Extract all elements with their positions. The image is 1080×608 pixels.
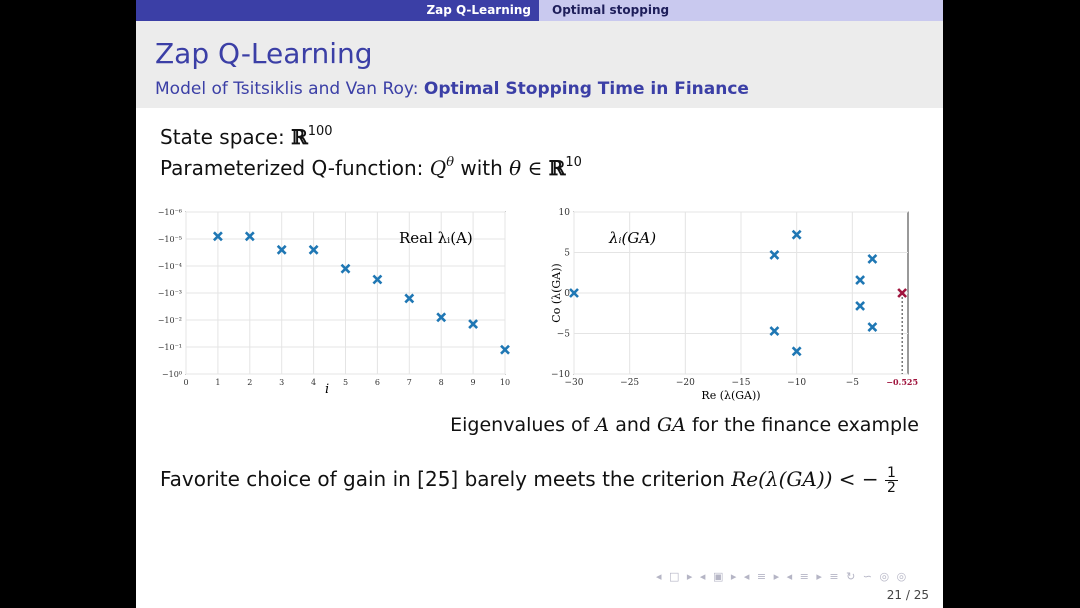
chart-a-xtick-label: 2	[247, 378, 252, 387]
one-half-fraction: 1 2	[885, 466, 898, 495]
param-with-word: with	[460, 156, 503, 180]
chart-ga-ytick-label: 10	[559, 208, 571, 218]
chart-ga-ytick-label: 0	[564, 289, 570, 299]
chart-a-xtick-label: 5	[343, 378, 348, 387]
subtitle-prefix: Model of Tsitsiklis and Van Roy:	[155, 79, 419, 99]
chart-a-point	[500, 344, 510, 355]
chart-a-xtick-label: 6	[375, 378, 380, 387]
chart-a-point	[372, 274, 383, 285]
chart-ga-ylabel: Co (λ(GA))	[550, 263, 563, 322]
chart-ga-point	[769, 250, 780, 260]
chart-ga-xtick-label: −20	[676, 378, 695, 388]
chart-ga-ytick-label: 5	[564, 249, 570, 259]
state-space-set: ℝ	[291, 125, 308, 149]
figure-caption: Eigenvalues of A and GA for the finance …	[450, 414, 919, 436]
param-q-symbol: Q	[429, 156, 447, 180]
state-space-line: State space: ℝ100	[160, 124, 333, 149]
param-theta: θ ∈	[509, 156, 543, 180]
chart-ga-point	[791, 346, 802, 357]
gain-criterion-line: Favorite choice of gain in [25] barely m…	[160, 466, 898, 495]
chart-ga-highlight-point	[897, 288, 908, 298]
chart-a-xtick-label: 0	[183, 378, 188, 387]
chart-a-point	[468, 319, 479, 329]
parameterized-q-line: Parameterized Q-function: Qθ with θ ∈ ℝ1…	[160, 155, 582, 180]
state-space-label: State space:	[160, 125, 285, 149]
chart-ga-xtick-label: −30	[565, 378, 584, 388]
chart-ga-point	[855, 275, 866, 285]
chart-ga-point	[867, 254, 878, 264]
chart-a-point	[276, 244, 287, 255]
caption-and: and	[615, 414, 651, 436]
navigation-bar: Zap Q-Learning Optimal stopping	[136, 0, 943, 21]
chart-a-xtick-label: 1	[215, 378, 220, 387]
chart-ga-point	[791, 229, 802, 240]
chart-ga-point	[769, 326, 780, 336]
slide: Zap Q-Learning Optimal stopping Zap Q-Le…	[136, 0, 943, 608]
caption-ga: GA	[657, 414, 686, 436]
subtitle-emphasis: Optimal Stopping Time in Finance	[423, 79, 749, 99]
nav-subsection-optimal-stopping[interactable]: Optimal stopping	[552, 3, 670, 17]
chart-a-legend: Real λᵢ(A)	[399, 229, 473, 247]
chart-ga-xlabel: Re (λ(GA))	[701, 389, 760, 402]
chart-ga-xtick-label: −10	[787, 378, 806, 388]
chart-ga-point	[855, 301, 866, 311]
chart-ga-highlight-label: −0.525	[886, 377, 918, 387]
chart-a-xtick-label: 4	[311, 378, 316, 387]
nav-section-zap-q-learning[interactable]: Zap Q-Learning	[426, 3, 531, 17]
gain-criterion-expression: Re(λ(GA)) < −	[731, 467, 879, 491]
state-space-dimension: 100	[307, 124, 333, 139]
nav-bar-active-section	[136, 0, 539, 21]
chart-a-xtick-label: 10	[500, 378, 510, 387]
chart-a-ytick-label: −10⁰	[162, 370, 182, 379]
chart-a-xlabel: i	[325, 382, 329, 397]
param-set: ℝ	[548, 156, 566, 180]
chart-a-xtick-label: 3	[279, 378, 284, 387]
chart-a-ytick-label: −10⁻³	[158, 289, 182, 298]
chart-a-point	[244, 231, 255, 242]
chart-ga-point	[569, 288, 579, 298]
chart-real-eigenvalues-a: −10⁻⁶ −10⁻⁵ −10⁻⁴ −10⁻³ −10⁻² −10⁻¹ −10⁰ 0 1 2 3 4…	[158, 208, 510, 397]
param-q-superscript: θ	[446, 155, 455, 170]
frame-title-bar: Zap Q-Learning Model of Tsitsiklis and V…	[136, 21, 943, 108]
chart-a-ytick-label: −10⁻⁵	[158, 235, 182, 244]
beamer-navigation-symbols[interactable]: ◂ □ ▸ ◂ ▣ ▸ ◂ ≡ ▸ ◂ ≡ ▸ ≡ ↻ ∽ ◎ ◎	[656, 570, 909, 583]
chart-ga-xtick-label: −5	[846, 378, 860, 388]
chart-ga-legend: λᵢ(GA)	[608, 229, 656, 247]
chart-a-xtick-label: 9	[471, 378, 476, 387]
page-number: 21 / 25	[886, 588, 929, 602]
chart-a-point	[436, 312, 447, 323]
chart-a-ytick-label: −10⁻²	[158, 316, 182, 325]
chart-a-xtick-label: 7	[407, 378, 412, 387]
frame-subtitle: Model of Tsitsiklis and Van Roy: Optimal…	[155, 79, 749, 99]
caption-suffix: for the finance example	[691, 414, 919, 436]
chart-a-ytick-label: −10⁻⁶	[158, 208, 182, 217]
chart-a-point	[212, 231, 223, 242]
frame-title: Zap Q-Learning	[155, 37, 373, 70]
chart-a-ytick-label: −10⁻¹	[158, 343, 182, 352]
fraction-numerator: 1	[885, 465, 898, 481]
fraction-denominator: 2	[887, 480, 896, 496]
chart-a-xtick-label: 8	[439, 378, 444, 387]
chart-a-point	[404, 293, 415, 304]
chart-ga-point	[867, 322, 878, 332]
param-label: Parameterized Q-function:	[160, 156, 424, 180]
caption-a: A	[595, 414, 610, 436]
chart-ga-xtick-label: −25	[620, 378, 639, 388]
chart-eigenvalues-ga: −10 −5 0 5 10 −30 −25 −20 −15 −10 −5 −0.525 λᵢ(GA…	[550, 208, 918, 402]
chart-a-point	[340, 263, 351, 274]
chart-ga-xtick-label: −15	[732, 378, 751, 388]
chart-ga-ytick-label: −10	[551, 370, 570, 380]
chart-ga-ytick-label: −5	[557, 330, 571, 340]
param-dimension: 10	[565, 155, 582, 170]
caption-prefix: Eigenvalues of	[450, 414, 590, 436]
chart-a-ytick-label: −10⁻⁴	[158, 262, 182, 271]
chart-a-point	[308, 244, 319, 255]
gain-criterion-text: Favorite choice of gain in [25] barely m…	[160, 467, 725, 491]
